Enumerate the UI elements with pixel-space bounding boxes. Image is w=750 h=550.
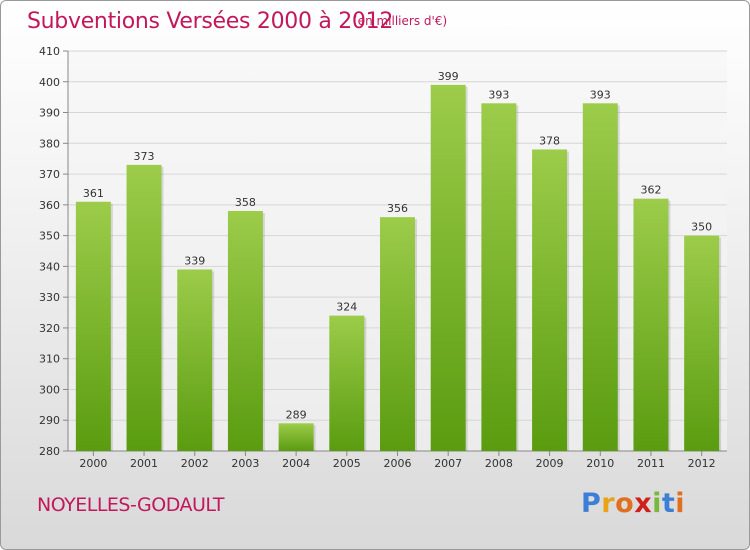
value-label: 399 xyxy=(438,70,459,83)
value-label: 339 xyxy=(184,254,205,267)
bar xyxy=(278,423,314,451)
value-label: 393 xyxy=(590,88,611,101)
value-label: 324 xyxy=(336,301,357,314)
value-label: 362 xyxy=(640,184,661,197)
value-label: 289 xyxy=(286,408,307,421)
logo-letter: t xyxy=(661,488,676,519)
value-label: 378 xyxy=(539,134,560,147)
x-tick-label: 2006 xyxy=(384,457,412,470)
x-tick-label: 2011 xyxy=(637,457,665,470)
x-tick-label: 2005 xyxy=(333,457,361,470)
logo-letter: o xyxy=(615,488,635,519)
x-tick-label: 2003 xyxy=(231,457,259,470)
value-label: 393 xyxy=(488,88,509,101)
y-tick-label: 320 xyxy=(39,322,60,335)
x-tick-label: 2004 xyxy=(282,457,310,470)
value-label: 361 xyxy=(83,187,104,200)
bar xyxy=(684,235,720,451)
y-tick-label: 410 xyxy=(39,45,60,58)
y-tick-label: 350 xyxy=(39,230,60,243)
y-tick-label: 360 xyxy=(39,199,60,212)
bar xyxy=(227,211,263,451)
bar xyxy=(633,198,669,451)
value-label: 373 xyxy=(134,150,155,163)
bar xyxy=(582,103,618,452)
labels: 280 290 300 310 320 330 340 350 360 370 380 390 400 4… xyxy=(39,45,716,470)
y-tick-label: 280 xyxy=(39,445,60,458)
y-tick-label: 300 xyxy=(39,383,60,396)
y-tick-label: 390 xyxy=(39,107,60,120)
bar xyxy=(430,84,466,451)
x-tick-label: 2002 xyxy=(181,457,209,470)
proxiti-logo: Proxiti xyxy=(581,488,685,519)
x-tick-label: 2010 xyxy=(586,457,614,470)
logo-letter: x xyxy=(634,488,653,519)
bar xyxy=(75,201,111,451)
value-label: 356 xyxy=(387,202,408,215)
logo-letter: i xyxy=(652,488,662,519)
y-tick-label: 330 xyxy=(39,291,60,304)
y-tick-label: 340 xyxy=(39,260,60,273)
x-tick-label: 2000 xyxy=(79,457,107,470)
x-tick-label: 2001 xyxy=(130,457,158,470)
x-tick-label: 2009 xyxy=(536,457,564,470)
place-name: NOYELLES-GODAULT xyxy=(37,494,224,516)
bars xyxy=(75,84,722,452)
y-tick-label: 370 xyxy=(39,168,60,181)
y-tick-label: 290 xyxy=(39,414,60,427)
x-tick-label: 2007 xyxy=(434,457,462,470)
x-tick-label: 2008 xyxy=(485,457,513,470)
bar xyxy=(481,103,517,452)
y-tick-label: 380 xyxy=(39,137,60,150)
bar xyxy=(126,164,162,451)
bar xyxy=(380,217,415,451)
logo-letter: P xyxy=(581,488,602,519)
bar xyxy=(532,149,568,451)
x-tick-label: 2012 xyxy=(688,457,716,470)
logo-letter: i xyxy=(675,488,686,519)
value-label: 358 xyxy=(235,196,256,209)
y-tick-label: 400 xyxy=(39,76,60,89)
logo-letter: r xyxy=(601,488,616,519)
y-tick-label: 310 xyxy=(39,353,60,366)
bar xyxy=(177,269,213,451)
chart-subtitle: (en milliers d'€) xyxy=(353,14,448,28)
bar xyxy=(329,315,365,451)
chart-title: Subventions Versées 2000 à 2012 xyxy=(27,9,394,34)
value-label: 350 xyxy=(691,221,712,234)
